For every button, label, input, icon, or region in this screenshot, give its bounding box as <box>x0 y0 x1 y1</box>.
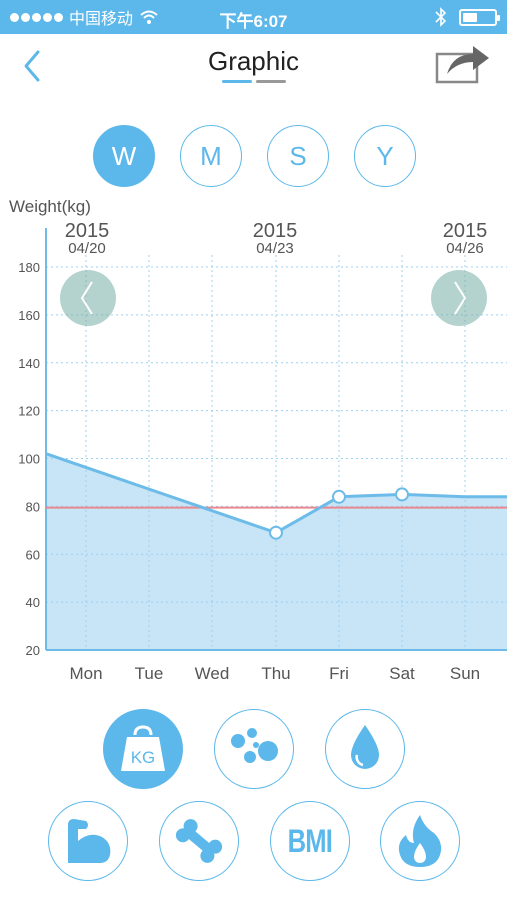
x-tick-label: Wed <box>195 664 230 683</box>
date-label-end: 2015 04/26 <box>436 221 494 256</box>
bluetooth-icon <box>435 7 447 27</box>
data-point <box>395 487 409 502</box>
metric-fat-button[interactable] <box>214 709 294 789</box>
y-tick-label: 40 <box>26 595 40 610</box>
y-axis-title: Weight(kg) <box>9 197 91 216</box>
metric-bone-button[interactable] <box>159 801 239 881</box>
x-tick-label: Sun <box>450 664 480 683</box>
next-period-button[interactable] <box>431 270 487 326</box>
date-label-middle: 2015 04/23 <box>246 221 304 256</box>
y-tick-label: 80 <box>26 499 40 514</box>
y-tick-label: 140 <box>18 356 40 371</box>
bone-icon <box>175 819 223 863</box>
period-tab-season[interactable]: S <box>267 125 329 187</box>
wifi-icon <box>140 10 158 24</box>
status-right <box>435 7 500 27</box>
kg-label: KG <box>131 748 156 767</box>
x-tick-label: Sat <box>389 664 415 683</box>
y-tick-label: 100 <box>18 452 40 467</box>
y-tick-label: 180 <box>18 260 40 275</box>
status-time: 下午6:07 <box>219 12 288 31</box>
bmi-label: BMI <box>287 822 333 859</box>
chevron-left-icon <box>24 50 40 82</box>
share-button[interactable] <box>435 44 493 84</box>
carrier-name: 中国移动 <box>69 11 134 28</box>
date-year: 2015 <box>252 220 298 242</box>
y-tick-label: 20 <box>26 643 40 658</box>
status-bar: 中国移动 下午6:07 <box>0 0 507 34</box>
back-button[interactable] <box>18 44 52 88</box>
previous-period-button[interactable] <box>60 270 116 326</box>
date-day: 04/23 <box>256 240 294 257</box>
y-tick-label: 120 <box>18 404 40 419</box>
signal-strength-icon <box>10 12 63 22</box>
metric-muscle-button[interactable] <box>48 801 128 881</box>
x-tick-label: Tue <box>135 664 164 683</box>
date-year: 2015 <box>442 220 488 242</box>
chevron-left-icon <box>80 281 93 315</box>
carrier-info: 中国移动 <box>10 7 159 28</box>
weight-kg-icon: KG <box>121 725 165 771</box>
data-point <box>332 489 346 504</box>
x-tick-label: Mon <box>69 664 102 683</box>
fat-bubbles-icon <box>231 728 278 763</box>
metric-bmi-button[interactable]: BMI <box>270 801 350 881</box>
x-tick-label: Fri <box>329 664 349 683</box>
metric-calorie-button[interactable] <box>380 801 460 881</box>
weight-chart: 20 40 60 80 100 120 140 160 180 Mon Tue Wed Thu Fri Sa… <box>18 228 507 683</box>
page-indicator-inactive <box>256 80 286 83</box>
date-label-start: 2015 04/20 <box>58 221 116 256</box>
metric-weight-button[interactable]: KG <box>103 709 183 789</box>
period-tab-month[interactable]: M <box>180 125 242 187</box>
x-tick-label: Thu <box>261 664 290 683</box>
y-tick-label: 160 <box>18 308 40 323</box>
page-indicator-active <box>222 80 252 83</box>
chevron-right-icon <box>454 281 467 315</box>
date-day: 04/20 <box>68 240 106 257</box>
share-icon <box>435 46 489 84</box>
data-point <box>269 525 283 540</box>
weight-series-line <box>45 452 507 535</box>
period-tab-year[interactable]: Y <box>354 125 416 187</box>
metric-water-button[interactable] <box>325 709 405 789</box>
date-year: 2015 <box>64 220 110 242</box>
date-day: 04/26 <box>446 240 484 257</box>
period-tab-week[interactable]: W <box>93 125 155 187</box>
flame-icon <box>398 815 442 867</box>
y-tick-label: 60 <box>26 547 40 562</box>
page-title: Graphic <box>207 46 300 76</box>
battery-icon <box>459 8 500 26</box>
water-drop-icon <box>351 725 379 769</box>
muscle-arm-icon <box>68 819 111 863</box>
